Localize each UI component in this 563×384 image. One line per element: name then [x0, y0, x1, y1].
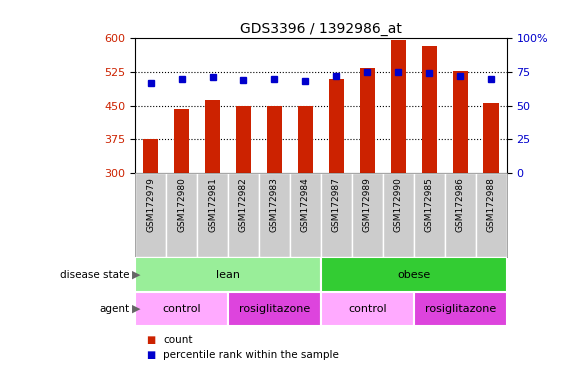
Text: GSM172980: GSM172980 — [177, 177, 186, 232]
Bar — [414, 292, 507, 326]
Text: GSM172989: GSM172989 — [363, 177, 372, 232]
Text: control: control — [348, 304, 387, 314]
Text: lean: lean — [216, 270, 240, 280]
Text: GSM172982: GSM172982 — [239, 177, 248, 232]
Bar — [228, 173, 259, 257]
Bar — [259, 173, 290, 257]
Bar — [135, 292, 228, 326]
Text: ■: ■ — [146, 350, 155, 360]
Bar — [290, 173, 321, 257]
Bar — [197, 173, 228, 257]
Text: control: control — [162, 304, 201, 314]
Text: GSM172986: GSM172986 — [456, 177, 464, 232]
Bar — [228, 292, 321, 326]
Text: ▶: ▶ — [132, 304, 141, 314]
Bar — [135, 257, 321, 292]
Bar — [391, 40, 406, 173]
Bar — [383, 173, 414, 257]
Bar — [453, 71, 468, 173]
Title: GDS3396 / 1392986_at: GDS3396 / 1392986_at — [240, 22, 402, 36]
Text: agent: agent — [99, 304, 129, 314]
Bar — [236, 106, 251, 173]
Text: rosiglitazone: rosiglitazone — [239, 304, 310, 314]
Text: obese: obese — [397, 270, 431, 280]
Bar — [321, 173, 352, 257]
Bar — [143, 139, 158, 173]
Bar — [174, 109, 189, 173]
Bar — [422, 46, 437, 173]
Text: GSM172983: GSM172983 — [270, 177, 279, 232]
Bar — [298, 106, 313, 173]
Text: GSM172984: GSM172984 — [301, 177, 310, 232]
Bar — [414, 173, 445, 257]
Text: ■: ■ — [146, 335, 155, 345]
Text: ▶: ▶ — [132, 270, 141, 280]
Bar — [205, 100, 220, 173]
Bar — [321, 292, 414, 326]
Text: disease state: disease state — [60, 270, 129, 280]
Bar — [484, 103, 499, 173]
Bar — [135, 173, 166, 257]
Text: count: count — [163, 335, 193, 345]
Text: GSM172990: GSM172990 — [394, 177, 403, 232]
Bar — [329, 79, 344, 173]
Text: percentile rank within the sample: percentile rank within the sample — [163, 350, 339, 360]
Bar — [360, 68, 375, 173]
Bar — [166, 173, 197, 257]
Text: GSM172979: GSM172979 — [146, 177, 155, 232]
Text: GSM172985: GSM172985 — [425, 177, 434, 232]
Text: GSM172981: GSM172981 — [208, 177, 217, 232]
Bar — [321, 257, 507, 292]
Text: rosiglitazone: rosiglitazone — [425, 304, 496, 314]
Bar — [476, 173, 507, 257]
Bar — [445, 173, 476, 257]
Text: GSM172987: GSM172987 — [332, 177, 341, 232]
Bar — [352, 173, 383, 257]
Text: GSM172988: GSM172988 — [487, 177, 495, 232]
Bar — [267, 106, 282, 173]
